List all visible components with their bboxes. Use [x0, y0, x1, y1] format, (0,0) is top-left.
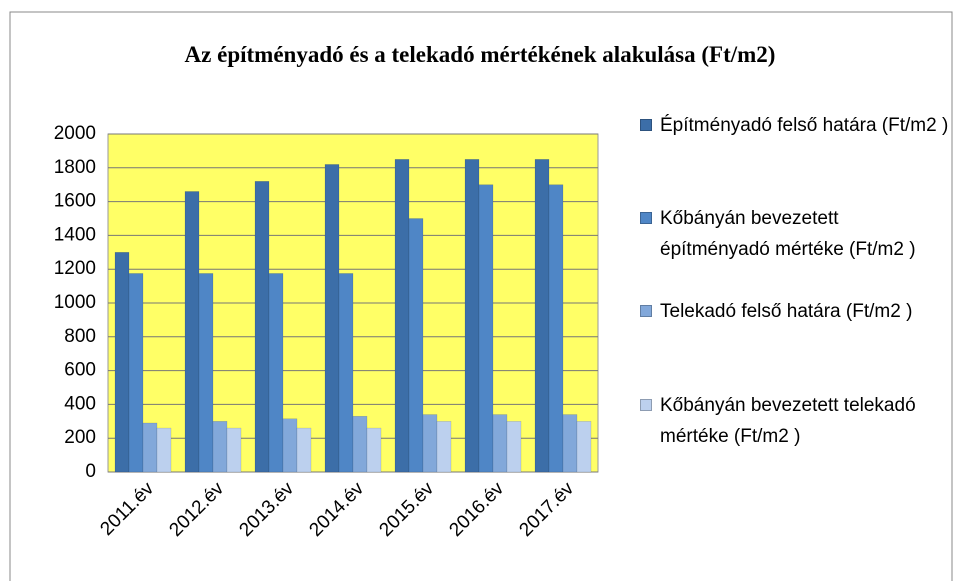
y-tick-label: 200: [64, 427, 96, 448]
bar: [394, 159, 410, 473]
x-tick-label: 2013.év: [235, 478, 298, 541]
y-tick-label: 600: [64, 360, 96, 381]
legend-swatch: [640, 305, 652, 317]
y-tick-label: 0: [85, 461, 96, 482]
bar: [408, 218, 424, 473]
x-tick-label: 2017.év: [515, 478, 578, 541]
bar: [254, 181, 270, 473]
bar: [576, 421, 592, 473]
legend-swatch: [640, 399, 652, 411]
bar: [156, 427, 172, 473]
bar: [352, 415, 368, 473]
bar: [114, 252, 130, 473]
y-tick-label: 800: [64, 326, 96, 347]
bar: [128, 273, 144, 473]
bar: [282, 418, 298, 473]
bar: [562, 414, 578, 473]
bar: [212, 421, 228, 473]
bar: [548, 184, 564, 473]
y-tick-label: 1600: [54, 191, 96, 212]
x-tick-label: 2015.év: [375, 478, 438, 541]
legend-entry: Kőbányán bevezetett telekadó mértéke (Ft…: [640, 390, 950, 452]
legend-label: Építményadó felső határa (Ft/m2 ): [660, 115, 949, 136]
y-tick-label: 2000: [54, 123, 96, 144]
legend-swatch: [640, 212, 652, 224]
bar: [422, 414, 438, 473]
legend-entry: Építményadó felső határa (Ft/m2 ): [640, 110, 950, 141]
legend-entry: Telekadó felső határa (Ft/m2 ): [640, 296, 950, 327]
bar: [198, 273, 214, 473]
bar: [296, 427, 312, 473]
bar: [366, 427, 382, 473]
x-tick-label: 2012.év: [165, 478, 228, 541]
y-tick-label: 1200: [54, 258, 96, 279]
legend-label: Kőbányán bevezetett építményadó mértéke …: [660, 208, 916, 260]
y-tick-label: 1000: [54, 292, 96, 313]
bar: [534, 159, 550, 473]
x-tick-label: 2014.év: [305, 478, 368, 541]
bar: [142, 422, 158, 473]
bar: [226, 427, 242, 473]
bar: [268, 273, 284, 473]
y-tick-label: 400: [64, 393, 96, 414]
bar: [478, 184, 494, 473]
bar: [184, 191, 200, 473]
legend-label: Telekadó felső határa (Ft/m2 ): [660, 301, 913, 322]
bar: [338, 273, 354, 473]
bar: [506, 421, 522, 473]
x-tick-label: 2011.év: [96, 478, 158, 540]
chart-title: Az építményadó és a telekadó mértékének …: [184, 42, 776, 67]
legend-swatch: [640, 119, 652, 131]
legend-entry: Kőbányán bevezetett építményadó mértéke …: [640, 203, 950, 265]
bar: [464, 159, 480, 473]
bar: [324, 164, 340, 473]
bar: [436, 421, 452, 473]
x-tick-label: 2016.év: [445, 478, 508, 541]
y-tick-label: 1400: [54, 224, 96, 245]
chart-border: [9, 11, 953, 581]
y-tick-label: 1800: [54, 157, 96, 178]
bar: [492, 414, 508, 473]
legend-label: Kőbányán bevezetett telekadó mértéke (Ft…: [660, 395, 916, 447]
